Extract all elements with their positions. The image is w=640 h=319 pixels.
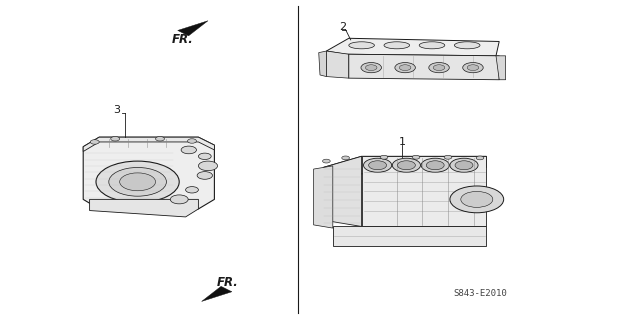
Ellipse shape bbox=[384, 42, 410, 49]
Polygon shape bbox=[83, 137, 214, 152]
Circle shape bbox=[412, 155, 420, 159]
Circle shape bbox=[181, 146, 196, 154]
Circle shape bbox=[198, 153, 211, 160]
Polygon shape bbox=[326, 38, 499, 56]
Circle shape bbox=[342, 156, 349, 160]
Text: FR.: FR. bbox=[172, 33, 193, 46]
Polygon shape bbox=[496, 56, 506, 80]
Circle shape bbox=[467, 65, 479, 70]
Circle shape bbox=[90, 140, 99, 144]
Polygon shape bbox=[83, 137, 214, 209]
Ellipse shape bbox=[349, 42, 374, 49]
Circle shape bbox=[369, 161, 387, 170]
Circle shape bbox=[433, 65, 445, 70]
Polygon shape bbox=[323, 156, 362, 226]
Circle shape bbox=[450, 186, 504, 213]
Text: FR.: FR. bbox=[216, 276, 238, 289]
Circle shape bbox=[426, 161, 444, 170]
Circle shape bbox=[197, 172, 212, 179]
Circle shape bbox=[365, 65, 377, 70]
Circle shape bbox=[463, 63, 483, 73]
Circle shape bbox=[109, 167, 166, 196]
Circle shape bbox=[461, 191, 493, 207]
Text: S843-E2010: S843-E2010 bbox=[453, 289, 507, 298]
Polygon shape bbox=[319, 51, 326, 77]
Polygon shape bbox=[349, 54, 499, 80]
Polygon shape bbox=[314, 166, 333, 228]
Circle shape bbox=[120, 173, 156, 191]
Polygon shape bbox=[333, 226, 486, 246]
Polygon shape bbox=[202, 286, 232, 301]
Circle shape bbox=[450, 158, 478, 172]
Text: 1: 1 bbox=[399, 137, 405, 147]
Circle shape bbox=[395, 63, 415, 73]
Circle shape bbox=[323, 159, 330, 163]
Circle shape bbox=[170, 195, 188, 204]
Polygon shape bbox=[323, 156, 486, 174]
Circle shape bbox=[429, 63, 449, 73]
Circle shape bbox=[198, 161, 218, 171]
Text: 2: 2 bbox=[339, 22, 346, 32]
Circle shape bbox=[186, 187, 198, 193]
Circle shape bbox=[156, 137, 164, 141]
Circle shape bbox=[421, 158, 449, 172]
Polygon shape bbox=[362, 156, 486, 226]
Circle shape bbox=[399, 65, 411, 70]
Polygon shape bbox=[326, 51, 349, 78]
Circle shape bbox=[361, 63, 381, 73]
Polygon shape bbox=[90, 199, 198, 217]
Polygon shape bbox=[178, 21, 208, 36]
Circle shape bbox=[455, 161, 473, 170]
Ellipse shape bbox=[454, 42, 480, 49]
Text: 3: 3 bbox=[113, 105, 120, 115]
Circle shape bbox=[476, 156, 484, 160]
Circle shape bbox=[188, 139, 196, 143]
Circle shape bbox=[392, 158, 420, 172]
Circle shape bbox=[96, 161, 179, 203]
Ellipse shape bbox=[419, 42, 445, 49]
Circle shape bbox=[111, 137, 120, 141]
Circle shape bbox=[397, 161, 415, 170]
Circle shape bbox=[380, 155, 388, 159]
Circle shape bbox=[444, 155, 452, 159]
Circle shape bbox=[364, 158, 392, 172]
